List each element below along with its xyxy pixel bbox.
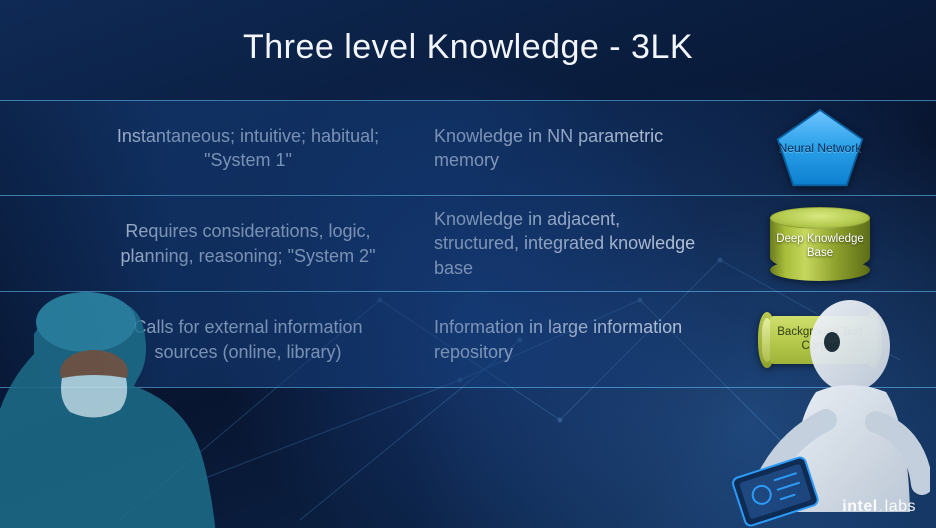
- row-left-text: Instantaneous; intuitive; habitual; "Sys…: [0, 124, 410, 173]
- brand-logo: intel.labs: [842, 498, 916, 516]
- scroll-label: Background Text Corpus: [762, 326, 878, 352]
- row-left-text: Requires considerations, logic, planning…: [0, 219, 410, 268]
- row-shape: Neural Network: [720, 108, 920, 188]
- slide-title: Three level Knowledge - 3LK: [0, 28, 936, 67]
- brand-suffix: labs: [885, 498, 916, 515]
- brand-prefix: intel: [842, 498, 877, 515]
- row-right-text: Information in large information reposit…: [410, 315, 720, 364]
- cylinder-label: Deep Knowledge Base: [770, 227, 870, 259]
- row-right-text: Knowledge in adjacent, structured, integ…: [410, 207, 720, 280]
- scroll-icon: Background Text Corpus: [762, 312, 878, 368]
- pentagon-label: Neural Network: [779, 141, 862, 155]
- row-level-1: Instantaneous; intuitive; habitual; "Sys…: [0, 100, 936, 196]
- row-level-2: Requires considerations, logic, planning…: [0, 196, 936, 292]
- row-left-text: Calls for external information sources (…: [0, 315, 410, 364]
- rows-container: Instantaneous; intuitive; habitual; "Sys…: [0, 100, 936, 388]
- row-shape: Deep Knowledge Base: [720, 207, 920, 281]
- pentagon-icon: Neural Network: [774, 108, 866, 188]
- slide-root: Three level Knowledge - 3LK Instantaneou…: [0, 0, 936, 528]
- row-shape: Background Text Corpus: [720, 312, 920, 368]
- cylinder-icon: Deep Knowledge Base: [770, 207, 870, 281]
- row-right-text: Knowledge in NN parametric memory: [410, 124, 720, 173]
- row-level-3: Calls for external information sources (…: [0, 292, 936, 388]
